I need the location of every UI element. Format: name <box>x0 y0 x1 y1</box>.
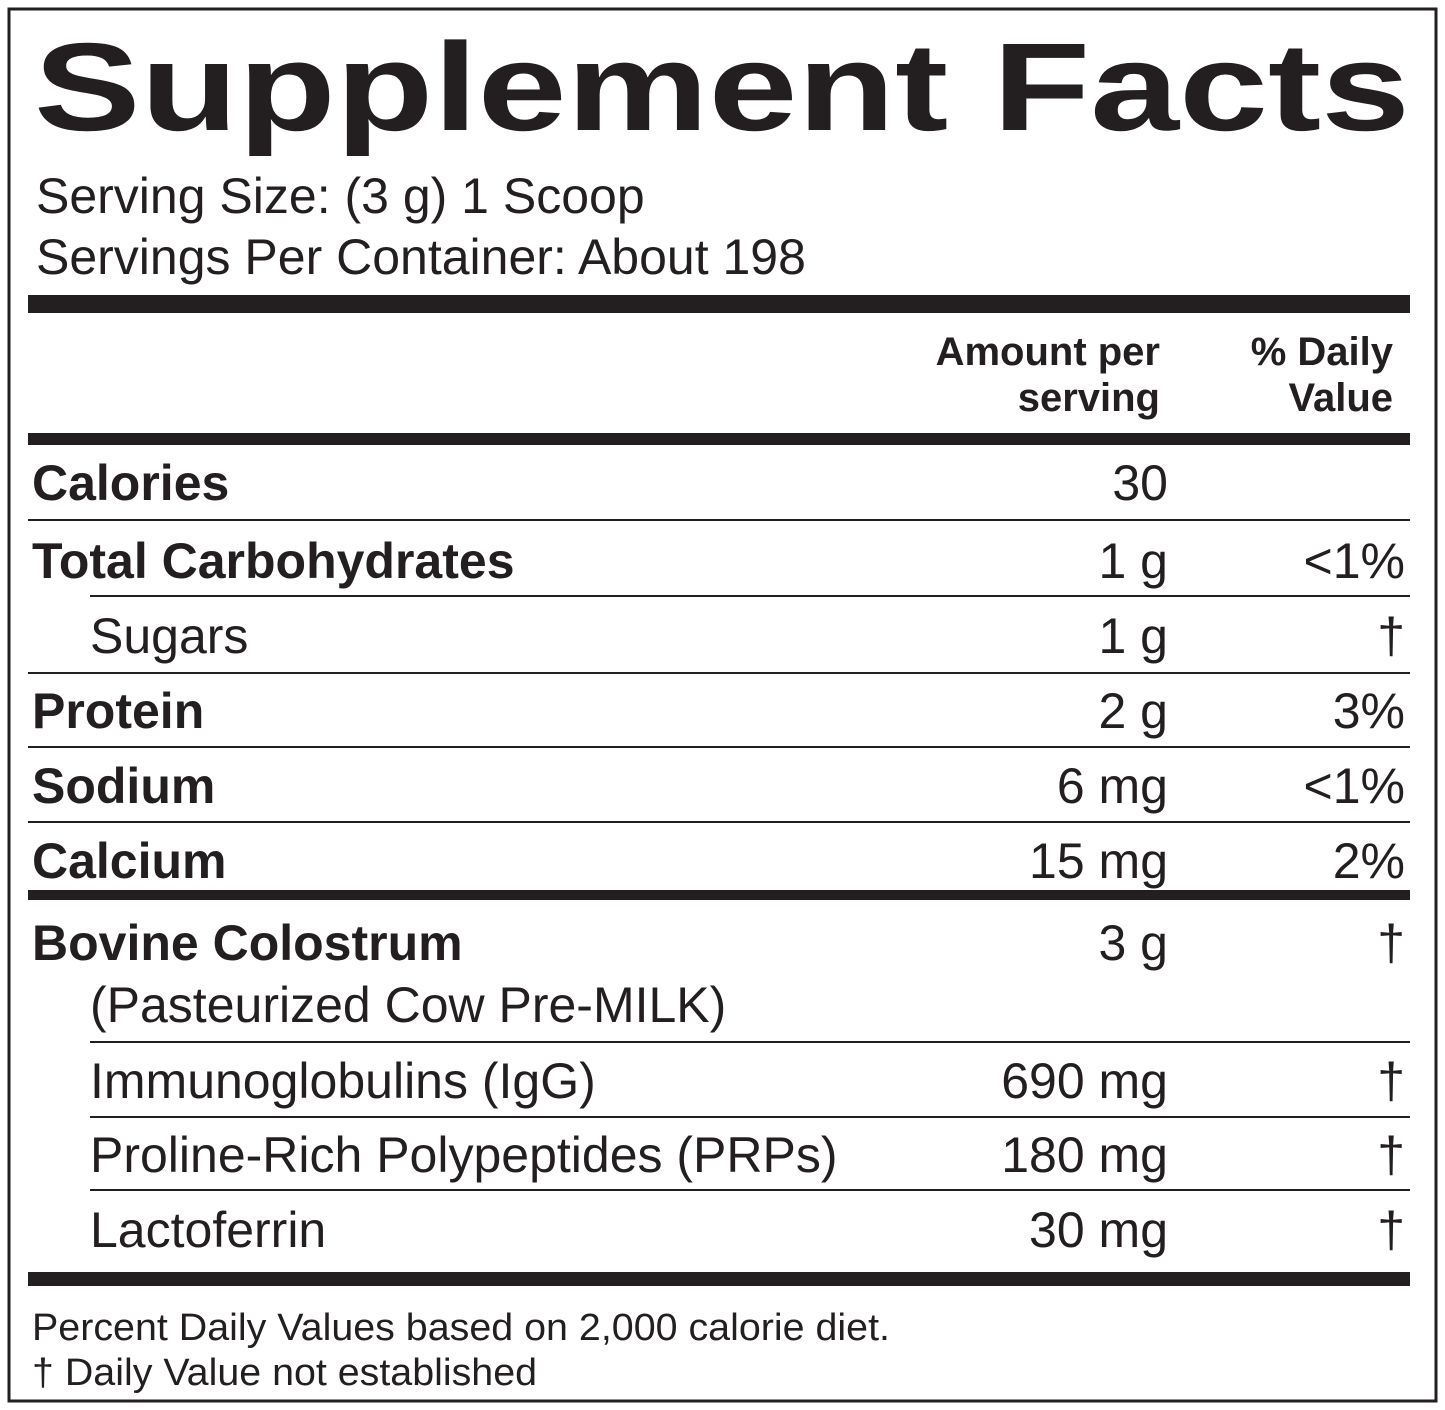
nutrient-name: Lactoferrin <box>90 1202 326 1258</box>
amount: 15 mg <box>1029 833 1168 889</box>
nutrient-name: Protein <box>32 683 204 739</box>
header-daily-value: % Daily <box>1251 330 1394 374</box>
label-border <box>7 7 1438 1403</box>
daily-value: † <box>1377 915 1405 971</box>
title: Supplement Facts <box>34 18 1410 157</box>
amount: 3 g <box>1098 915 1168 971</box>
divider <box>28 295 1410 313</box>
daily-value: † <box>1377 1127 1405 1183</box>
amount: 1 g <box>1098 608 1168 664</box>
header-amount: serving <box>1018 376 1160 420</box>
daily-value: † <box>1377 1053 1405 1109</box>
divider <box>28 1272 1410 1286</box>
row-rule <box>28 519 1410 521</box>
header-amount: Amount per <box>936 330 1160 374</box>
serving-size: Serving Size: (3 g) 1 Scoop <box>36 168 645 224</box>
row-rule <box>28 672 1410 674</box>
amount: 1 g <box>1098 533 1168 589</box>
nutrient-name: Calories <box>32 455 229 511</box>
daily-value: 2% <box>1333 833 1405 889</box>
row-rule <box>28 821 1410 823</box>
footnote: † Daily Value not established <box>32 1352 537 1394</box>
nutrient-note: (Pasteurized Cow Pre-MILK) <box>90 977 726 1033</box>
row-rule <box>90 1041 1410 1043</box>
daily-value: † <box>1377 1202 1405 1258</box>
amount: 180 mg <box>1001 1127 1168 1183</box>
amount: 30 mg <box>1029 1202 1168 1258</box>
header-daily-value: Value <box>1288 376 1393 420</box>
nutrient-name: Immunoglobulins (IgG) <box>90 1053 596 1109</box>
amount: 30 <box>1112 455 1168 511</box>
nutrient-name: Bovine Colostrum <box>32 915 463 971</box>
nutrient-name: Sugars <box>90 608 248 664</box>
amount: 6 mg <box>1057 758 1168 814</box>
nutrient-name: Sodium <box>32 758 215 814</box>
amount: 2 g <box>1098 683 1168 739</box>
daily-value: <1% <box>1304 533 1405 589</box>
amount: 690 mg <box>1001 1053 1168 1109</box>
row-rule <box>90 1189 1410 1191</box>
daily-value: † <box>1377 608 1405 664</box>
nutrient-name: Proline-Rich Polypeptides (PRPs) <box>90 1127 838 1183</box>
nutrient-name: Calcium <box>32 833 227 889</box>
servings-per-container: Servings Per Container: About 198 <box>36 229 806 285</box>
daily-value: 3% <box>1333 683 1405 739</box>
divider <box>28 433 1410 445</box>
daily-value: <1% <box>1304 758 1405 814</box>
row-rule <box>90 595 1410 597</box>
row-rule <box>28 746 1410 748</box>
footnote: Percent Daily Values based on 2,000 calo… <box>32 1307 890 1349</box>
row-rule <box>28 890 1410 900</box>
nutrient-name: Total Carbohydrates <box>32 533 515 589</box>
row-rule <box>90 1116 1410 1118</box>
